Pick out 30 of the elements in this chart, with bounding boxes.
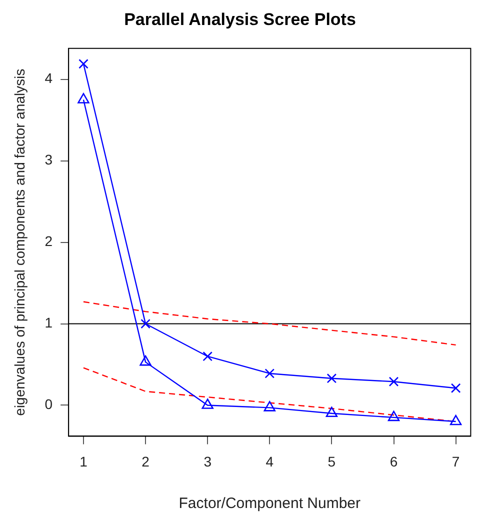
point xyxy=(202,398,214,409)
chart-title: Parallel Analysis Scree Plots xyxy=(124,10,356,29)
point xyxy=(326,406,338,418)
x-tick-label: 6 xyxy=(390,453,398,470)
line-series xyxy=(82,301,456,346)
point xyxy=(326,373,337,384)
x-tick-label: 5 xyxy=(328,453,336,470)
point xyxy=(388,410,400,422)
point xyxy=(78,58,88,69)
point xyxy=(450,414,462,426)
y-tick-label: 2 xyxy=(44,233,53,250)
y-axis-title: eigenvalues of principal components and factor analysis xyxy=(11,68,28,416)
y-tick-label: 1 xyxy=(44,314,53,331)
point xyxy=(78,93,90,104)
y-tick-label: 3 xyxy=(44,152,53,168)
point xyxy=(450,383,461,394)
x-tick-label: 2 xyxy=(142,453,150,470)
x-tick-label: 7 xyxy=(452,453,460,470)
point xyxy=(140,355,152,366)
point xyxy=(264,368,275,378)
y-tick-label: 0 xyxy=(44,396,53,412)
x-tick-label: 4 xyxy=(266,453,274,470)
point xyxy=(140,318,150,329)
point xyxy=(202,351,212,362)
x-tick-label: 3 xyxy=(204,453,212,470)
point xyxy=(388,376,399,387)
y-tick-label: 4 xyxy=(44,70,53,86)
x-tick-label: 1 xyxy=(80,453,88,470)
x-axis-title: Factor/Component Number xyxy=(178,495,361,512)
point xyxy=(264,401,276,412)
